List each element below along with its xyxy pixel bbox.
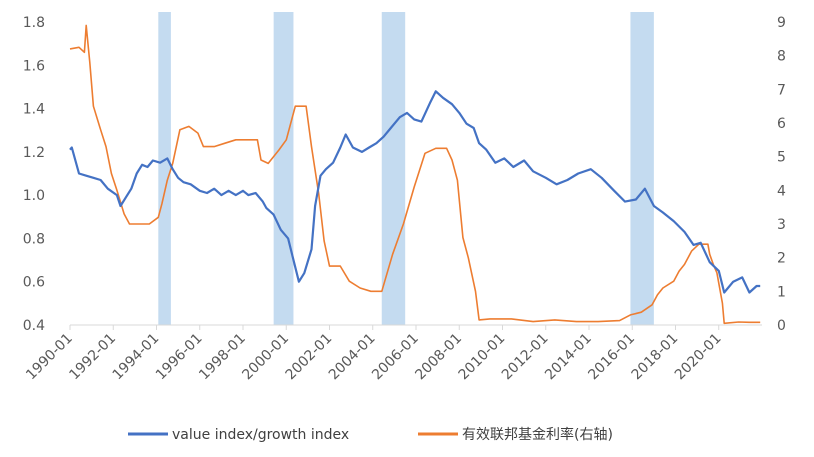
x-tick-label: 2002-01 (283, 331, 336, 384)
y-right-tick-label: 3 (777, 217, 786, 233)
x-tick-label: 2010-01 (456, 331, 509, 384)
y-right-tick-label: 1 (777, 284, 786, 300)
x-axis-ticks (69, 325, 720, 330)
x-tick-label: 2004-01 (326, 331, 379, 384)
y-left-tick-label: 1.4 (23, 102, 45, 118)
y-left-tick-label: 1.6 (23, 58, 45, 74)
y-right-tick-label: 4 (777, 183, 786, 199)
x-tick-label: 1994-01 (110, 331, 163, 384)
y-left-tick-label: 1.8 (23, 15, 45, 31)
legend-label-fed-funds: 有效联邦基金利率(右轴) (462, 426, 613, 443)
series-layer (69, 24, 761, 325)
y-right-tick-label: 7 (777, 82, 786, 98)
x-tick-label: 2008-01 (412, 331, 465, 384)
y-left-tick-label: 0.8 (23, 231, 45, 247)
x-tick-label: 2012-01 (499, 331, 552, 384)
y-right-tick-label: 2 (777, 251, 786, 267)
x-tick-label: 1996-01 (153, 331, 206, 384)
x-tick-label: 2016-01 (585, 331, 638, 384)
shaded-period-0 (158, 12, 171, 325)
x-tick-label: 1990-01 (23, 331, 76, 384)
y-right-tick-label: 9 (777, 15, 786, 31)
x-tick-label: 2000-01 (239, 331, 292, 384)
y-left-tick-label: 0.4 (23, 318, 45, 334)
legend: value index/growth index 有效联邦基金利率(右轴) (128, 426, 613, 443)
y-right-tick-label: 8 (777, 49, 786, 65)
series-line-value-growth (69, 90, 761, 294)
x-axis-labels: 1990-011992-011994-011996-011998-012000-… (23, 331, 724, 384)
y-axis-right-labels: 0 1 2 3 4 5 6 7 8 9 (777, 15, 786, 334)
x-tick-label: 1992-01 (66, 331, 119, 384)
shaded-periods (158, 12, 654, 325)
y-right-tick-label: 0 (777, 318, 786, 334)
legend-label-value-growth: value index/growth index (172, 427, 349, 443)
y-axis-left-labels: 0.4 0.6 0.8 1.0 1.2 1.4 1.6 1.8 (23, 15, 45, 334)
y-left-tick-label: 0.6 (23, 275, 45, 291)
series-line-fed-funds (69, 24, 761, 325)
x-tick-label: 2020-01 (672, 331, 725, 384)
y-right-tick-label: 6 (777, 116, 786, 132)
y-left-tick-label: 1.2 (23, 145, 45, 161)
shaded-period-1 (273, 12, 294, 325)
x-tick-label: 2006-01 (369, 331, 422, 384)
x-tick-label: 2014-01 (542, 331, 595, 384)
y-left-tick-label: 1.0 (23, 188, 45, 204)
x-tick-label: 1998-01 (196, 331, 249, 384)
x-tick-label: 2018-01 (629, 331, 682, 384)
shaded-period-3 (630, 12, 654, 325)
y-right-tick-label: 5 (777, 150, 786, 166)
shaded-period-2 (381, 12, 406, 325)
